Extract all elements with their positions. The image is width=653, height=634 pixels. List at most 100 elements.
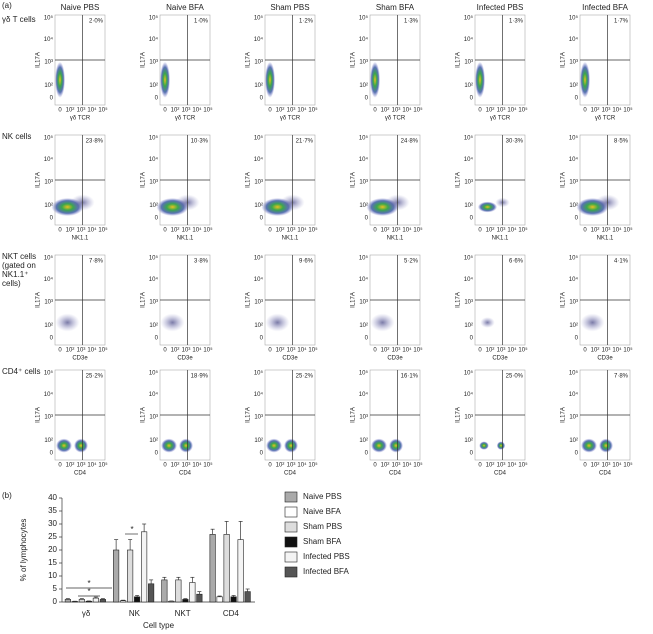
x-tick-label: 10³ (77, 228, 86, 234)
y-tick-label: 10³ (254, 299, 263, 305)
x-axis-label: CD3e (597, 356, 613, 362)
x-tick-label: 10² (171, 228, 180, 234)
y-tick-label: 10³ (464, 299, 473, 305)
x-tick-label: 10⁵ (623, 227, 633, 234)
quadrant-percentage: 30·3% (506, 139, 524, 145)
x-tick-label: 10³ (602, 108, 611, 114)
quadrant-percentage: 8·5% (614, 139, 629, 145)
bar (230, 596, 237, 603)
x-tick-label: 10⁴ (87, 462, 97, 469)
y-tick-label: 10⁴ (464, 391, 474, 398)
x-tick-label: 10² (276, 348, 285, 354)
y-tick-label: 10⁴ (149, 276, 159, 283)
x-tick-label: 10² (66, 228, 75, 234)
x-axis-label: CD3e (492, 356, 508, 362)
density-cloud (55, 61, 65, 98)
y-axis-label: IL17A (246, 52, 252, 68)
x-tick-label: 10⁵ (518, 347, 528, 354)
y-tick-label: 10⁵ (569, 14, 579, 21)
x-tick-label: 10⁵ (518, 107, 528, 114)
x-tick-label: 0 (268, 108, 272, 114)
y-tick-label: 10⁴ (569, 276, 579, 283)
x-tick-label: 10⁴ (87, 347, 97, 354)
y-tick-label: 0 (575, 335, 579, 341)
y-tick-label: 40 (48, 493, 57, 502)
x-tick-label: 10² (171, 463, 180, 469)
y-tick-label: 10³ (44, 299, 53, 305)
x-tick-label: 10³ (77, 108, 86, 114)
y-axis-label: IL17A (456, 292, 462, 308)
y-tick-label: 10³ (149, 59, 158, 65)
y-tick-label: 10³ (254, 414, 263, 420)
y-axis-label: IL17A (561, 407, 567, 423)
x-axis-label: CD4 (284, 471, 297, 477)
panel-label: (a) (2, 1, 12, 10)
y-tick-label: 10⁵ (464, 14, 474, 21)
y-tick-label: 25 (48, 532, 57, 541)
y-axis-label: IL17A (141, 52, 147, 68)
bar (237, 539, 244, 603)
y-tick-label: 10⁵ (464, 134, 474, 141)
x-tick-label: 10³ (602, 228, 611, 234)
quadrant-percentage: 24·8% (401, 139, 419, 145)
x-tick-label: 0 (163, 228, 167, 234)
density-cloud (74, 438, 88, 453)
y-tick-label: 10² (44, 323, 53, 329)
y-tick-label: 10² (359, 323, 368, 329)
y-axis-label: IL17A (36, 52, 42, 68)
y-tick-label: 10⁵ (254, 14, 264, 21)
bar (99, 599, 106, 603)
y-tick-label: 0 (575, 95, 579, 101)
y-tick-label: 10² (149, 323, 158, 329)
x-tick-label: 10⁵ (518, 462, 528, 469)
y-tick-label: 10² (464, 83, 473, 89)
quadrant-percentage: 3·8% (194, 259, 209, 265)
x-tick-label: 0 (478, 108, 482, 114)
y-tick-label: 10³ (569, 299, 578, 305)
density-cloud (496, 441, 506, 450)
y-tick-label: 0 (50, 335, 54, 341)
density-cloud (160, 313, 185, 332)
y-tick-label: 10³ (464, 179, 473, 185)
x-tick-label: 10² (66, 108, 75, 114)
y-tick-label: 10⁴ (569, 156, 579, 163)
y-tick-label: 10² (44, 203, 53, 209)
x-tick-label: 10³ (392, 348, 401, 354)
column-title: Infected BFA (582, 3, 628, 12)
x-axis-label: NK1.1 (282, 236, 299, 242)
x-tick-label: 0 (373, 228, 377, 234)
x-tick-label: 10⁴ (612, 107, 622, 114)
row-label: NK1.1⁺ (2, 270, 28, 279)
y-tick-label: 10² (44, 438, 53, 444)
quadrant-percentage: 1·7% (614, 19, 629, 25)
y-tick-label: 10² (254, 438, 263, 444)
x-tick-label: 0 (268, 348, 272, 354)
y-tick-label: 0 (155, 215, 159, 221)
bar (127, 549, 134, 603)
y-tick-label: 0 (260, 215, 264, 221)
density-cloud (266, 438, 282, 453)
y-axis-label: IL17A (36, 292, 42, 308)
y-tick-label: 10⁴ (359, 276, 369, 283)
y-tick-label: 10⁴ (464, 36, 474, 43)
x-tick-label: 10⁴ (87, 107, 97, 114)
y-tick-label: 10³ (569, 414, 578, 420)
quadrant-percentage: 1·0% (194, 19, 209, 25)
bar (223, 534, 230, 603)
bar (209, 534, 216, 603)
y-tick-label: 20 (48, 545, 57, 554)
x-tick-label: 10² (486, 348, 495, 354)
x-tick-label: 0 (163, 348, 167, 354)
y-tick-label: 0 (470, 450, 474, 456)
x-tick-label: 0 (58, 463, 62, 469)
x-tick-label: 10³ (77, 463, 86, 469)
y-axis-label: IL17A (141, 407, 147, 423)
x-tick-label: 10² (171, 108, 180, 114)
legend-swatch (284, 521, 298, 533)
density-cloud (477, 201, 498, 213)
y-tick-label: 0 (470, 95, 474, 101)
bar (64, 599, 71, 603)
y-tick-label: 10² (569, 83, 578, 89)
y-axis-label: % of lymphocytes (19, 519, 28, 582)
